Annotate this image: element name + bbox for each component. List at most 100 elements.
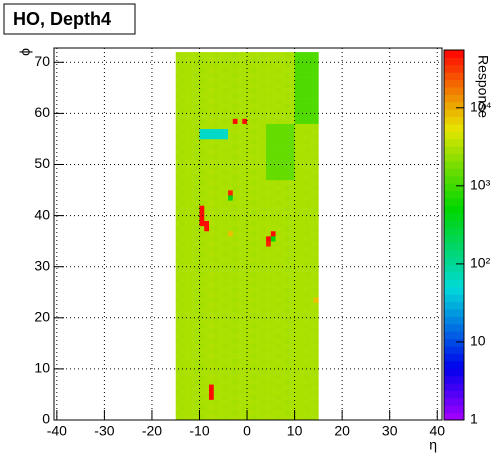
heatmap-cell <box>232 241 238 247</box>
heatmap-cell <box>213 276 219 283</box>
heatmap-cell <box>280 92 286 99</box>
heatmap-cell <box>313 368 319 375</box>
heatmap-cell <box>304 256 310 262</box>
heatmap-cell <box>270 77 276 84</box>
heatmap-cell <box>180 241 186 247</box>
heatmap-cell <box>209 128 215 135</box>
heatmap-cell <box>232 363 238 370</box>
heatmap-cell <box>256 394 262 400</box>
heatmap-cell <box>175 343 181 349</box>
heatmap-cell <box>294 414 300 421</box>
heatmap-cell <box>294 292 300 298</box>
heatmap-cell <box>189 297 196 303</box>
heatmap-cell <box>280 297 286 303</box>
heatmap-cell <box>223 67 229 73</box>
heatmap-cell <box>280 312 286 319</box>
heatmap-cell <box>232 333 238 339</box>
heatmap-cell <box>228 307 234 313</box>
heatmap-cell <box>256 297 262 303</box>
heatmap-cell <box>294 154 300 160</box>
heatmap-cell <box>251 138 257 145</box>
heatmap-cell <box>237 328 243 334</box>
heatmap-cell <box>232 67 238 73</box>
heatmap-cell <box>180 108 186 114</box>
heatmap-cell <box>275 113 281 119</box>
heatmap-cell <box>251 113 257 119</box>
heatmap-cell <box>185 251 191 257</box>
colorbar-step <box>444 227 464 236</box>
heatmap-cell <box>175 72 181 78</box>
heatmap-cell <box>275 312 281 319</box>
heatmap-cell <box>251 353 257 359</box>
heatmap-cell <box>228 210 234 216</box>
heatmap-cell <box>266 271 272 278</box>
colorbar-step <box>444 101 464 110</box>
heatmap-cell <box>251 414 257 421</box>
heatmap-cell <box>247 307 253 313</box>
heatmap-cell <box>223 230 229 237</box>
heatmap-cell <box>280 108 286 114</box>
heatmap-cell <box>313 246 319 252</box>
colorbar-step <box>444 353 464 362</box>
heatmap-cell <box>228 379 234 385</box>
heatmap-cell <box>185 77 191 84</box>
heatmap-cell <box>280 220 286 227</box>
heatmap-cell <box>299 404 305 411</box>
heatmap-cell <box>223 384 229 390</box>
heatmap-cell <box>308 149 314 155</box>
heatmap-cell <box>294 87 300 94</box>
heatmap-cell <box>213 317 219 324</box>
heatmap-cell <box>308 292 314 298</box>
heatmap-cell <box>247 154 253 160</box>
heatmap-cell <box>185 236 191 242</box>
heatmap-cell <box>299 282 305 288</box>
heatmap-cell <box>266 103 272 109</box>
heatmap-cell <box>189 266 196 273</box>
heatmap-cell <box>251 251 257 257</box>
heatmap-cell <box>313 256 319 262</box>
heatmap-cell <box>223 287 229 293</box>
heatmap-cell <box>204 384 210 390</box>
heatmap-cell <box>209 149 215 155</box>
heatmap-cell <box>308 333 314 339</box>
heatmap-cell <box>261 317 267 324</box>
heatmap-cell <box>275 282 281 288</box>
heatmap-cell <box>270 144 276 150</box>
heatmap-cell <box>270 276 276 283</box>
heatmap-cell <box>289 159 295 165</box>
heatmap-cell <box>275 251 281 257</box>
heatmap-cell <box>199 251 205 257</box>
heatmap-cell <box>199 414 205 421</box>
heatmap-cell <box>251 312 257 319</box>
heatmap-cell <box>213 210 219 216</box>
heatmap-cell <box>228 261 234 268</box>
heatmap-cell <box>308 169 314 176</box>
heatmap-cell <box>185 287 191 293</box>
heatmap-cell <box>218 230 224 237</box>
heatmap-cell <box>209 236 215 242</box>
heatmap-cell <box>185 128 191 135</box>
heatmap-cell <box>180 292 186 298</box>
heatmap-cell <box>180 246 186 252</box>
heatmap-cell <box>213 82 219 89</box>
heatmap-cell <box>299 256 305 262</box>
heatmap-cell <box>299 200 305 206</box>
heatmap-cell <box>294 368 300 375</box>
heatmap-cell <box>204 312 210 319</box>
heatmap-cell <box>285 404 291 411</box>
heatmap-cell <box>270 138 276 145</box>
heatmap-cell <box>194 72 200 78</box>
heatmap-cell <box>261 174 267 181</box>
heatmap-cell <box>180 113 186 119</box>
heatmap-cell <box>180 404 186 411</box>
heatmap-cell <box>294 348 300 354</box>
heatmap-cell <box>256 82 262 89</box>
heatmap-cell <box>194 333 200 339</box>
heatmap-cell <box>261 149 267 155</box>
heatmap-cell <box>223 251 229 257</box>
heatmap-cell <box>180 87 186 94</box>
heatmap-cell <box>308 138 314 145</box>
heatmap-cell <box>228 103 234 109</box>
heatmap-cell <box>199 220 205 227</box>
heatmap-cell <box>256 261 262 268</box>
